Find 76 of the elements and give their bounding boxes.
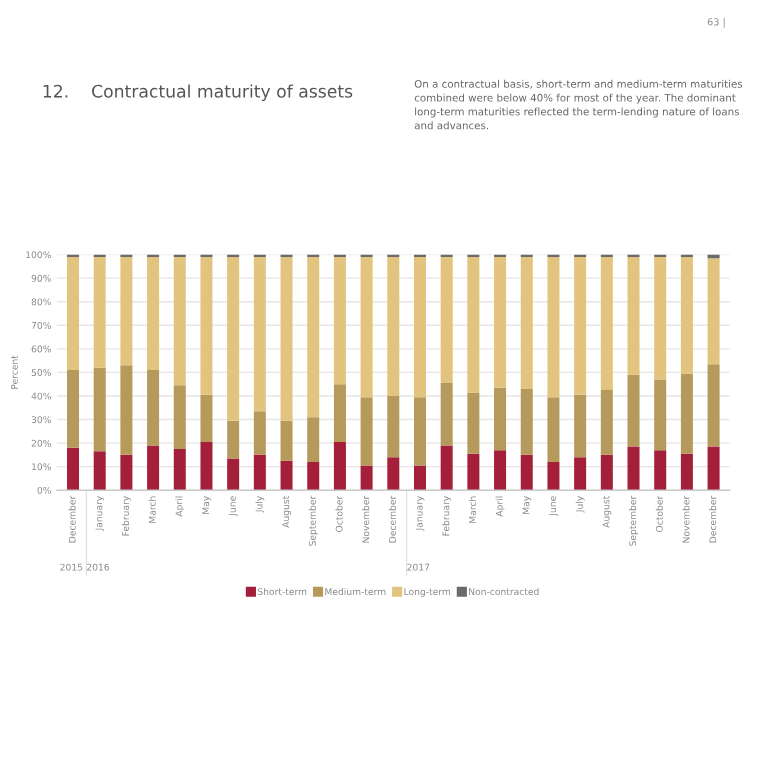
bar: [467, 453, 480, 491]
bar: [520, 454, 533, 491]
bar: [120, 256, 133, 366]
bar: [147, 256, 160, 371]
bar: [173, 448, 186, 491]
bar: [440, 445, 453, 491]
bar: [680, 453, 693, 491]
bar: [93, 451, 106, 491]
bar: [413, 397, 426, 466]
bar: [707, 258, 720, 365]
bar: [494, 387, 507, 451]
bar: [627, 374, 640, 447]
bar: [120, 365, 133, 455]
bar: [387, 395, 400, 458]
bar: [574, 457, 587, 491]
bar: [547, 461, 560, 491]
bar: [680, 256, 693, 374]
bar: [707, 446, 720, 491]
bar: [413, 256, 426, 398]
bar: [200, 256, 213, 395]
bar: [520, 256, 533, 389]
bar: [333, 441, 346, 491]
bar: [467, 256, 480, 393]
bar: [307, 417, 320, 462]
bar: [387, 457, 400, 491]
bar: [360, 256, 373, 398]
bar: [67, 256, 80, 371]
bar: [494, 450, 507, 491]
bar: [654, 256, 667, 380]
bar: [173, 256, 186, 386]
bar: [547, 256, 560, 398]
bar: [627, 256, 640, 375]
bar: [173, 385, 186, 449]
bar: [520, 388, 533, 455]
bar: [333, 256, 346, 385]
bar: [654, 379, 667, 451]
bar: [307, 461, 320, 491]
bar: [440, 383, 453, 446]
bar: [280, 420, 293, 461]
bar: [253, 411, 266, 455]
bar: [93, 367, 106, 452]
bar: [227, 256, 240, 421]
bar: [147, 370, 160, 446]
bar: [360, 465, 373, 491]
bar: [360, 397, 373, 466]
bar: [200, 441, 213, 491]
bar: [227, 458, 240, 491]
chart-title: 12. Contractual maturity of assets: [43, 84, 353, 102]
bar: [67, 447, 80, 491]
bar: [600, 256, 613, 391]
bar: [707, 364, 720, 447]
bar: [67, 370, 80, 448]
bar: [200, 394, 213, 442]
bar: [600, 390, 613, 455]
bar: [307, 256, 320, 418]
bar: [654, 450, 667, 491]
bar: [93, 256, 106, 368]
bar: [680, 373, 693, 454]
bar: [253, 454, 266, 491]
bar: [387, 256, 400, 396]
bar: [333, 384, 346, 442]
bar: [253, 256, 266, 412]
bar: [467, 392, 480, 454]
bar: [280, 460, 293, 491]
bar: [547, 397, 560, 462]
bar: [600, 454, 613, 491]
bar: [120, 454, 133, 491]
bar: [280, 256, 293, 421]
bar: [227, 420, 240, 459]
bar: [147, 445, 160, 491]
bar: [627, 446, 640, 491]
bar: [494, 256, 507, 388]
bar: [574, 256, 587, 395]
bar: [413, 465, 426, 491]
bar: [440, 256, 453, 383]
bar: [574, 394, 587, 458]
